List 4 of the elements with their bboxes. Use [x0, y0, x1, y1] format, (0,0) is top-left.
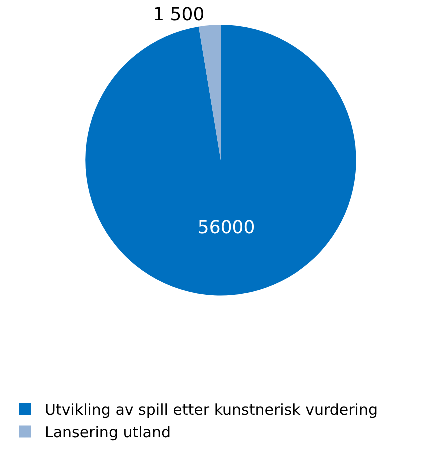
- data-label: 56000: [198, 217, 256, 238]
- data-label: 1 500: [153, 4, 205, 26]
- legend-label: Lansering utland: [45, 424, 172, 442]
- legend-label: Utvikling av spill etter kunstnerisk vurdering: [45, 401, 378, 420]
